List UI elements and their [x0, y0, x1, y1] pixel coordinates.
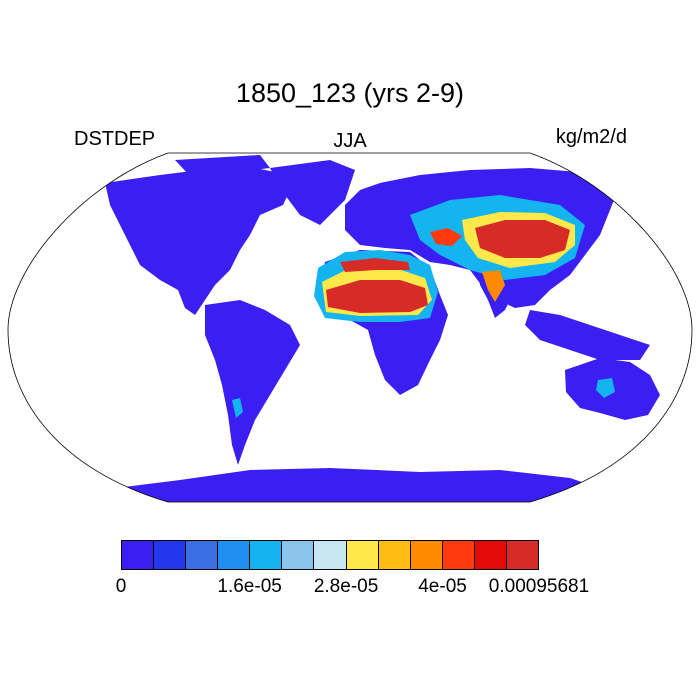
- colorbar-box: [474, 541, 507, 569]
- colorbar-box: [186, 541, 219, 569]
- colorbar-tick-label: 0.00095681: [488, 576, 590, 597]
- colorbar-box: [314, 541, 347, 569]
- patagonia-dust: [232, 398, 243, 418]
- australia-dust: [596, 378, 615, 398]
- colorbar-tick-label: 4e-05: [418, 576, 467, 597]
- map-title: 1850_123 (yrs 2-9): [235, 78, 465, 108]
- gobi-taklamakan-hotspot: [475, 220, 570, 258]
- variable-name: DSTDEP: [74, 128, 156, 150]
- india-dust: [482, 270, 505, 302]
- south-america-landmass: [205, 300, 300, 465]
- colorbar-box: [442, 541, 475, 569]
- map-content: [100, 155, 684, 502]
- colorbar-box: [410, 541, 443, 569]
- colorbar-box: [122, 541, 155, 569]
- north-america-landmass: [105, 165, 290, 315]
- colorbar-box: [154, 541, 187, 569]
- colorbar-box: [250, 541, 283, 569]
- new-zealand-landmass: [660, 404, 684, 438]
- colorbar-box: [282, 541, 315, 569]
- greenland-landmass: [270, 160, 355, 225]
- sahara-hotspot: [326, 280, 428, 313]
- colorbar-box: [506, 541, 539, 569]
- colorbar-box: [218, 541, 251, 569]
- season-label: JJA: [333, 130, 367, 152]
- colorbar-tick-label: 1.6e-05: [217, 576, 282, 597]
- north-africa-coast-hotspot: [340, 258, 410, 272]
- arctic-islands: [175, 155, 270, 176]
- colorbar: [121, 540, 539, 570]
- middle-east-hotspot: [430, 228, 462, 246]
- colorbar-tick-label: 0: [115, 576, 127, 597]
- colorbar-box: [378, 541, 411, 569]
- southeast-asia-islands: [525, 310, 650, 360]
- units-label: kg/m2/d: [555, 126, 627, 148]
- colorbar-tick-label: 2.8e-05: [313, 576, 379, 597]
- colorbar-box: [346, 541, 379, 569]
- globe-outline: [7, 152, 693, 503]
- antarctica-landmass: [100, 468, 620, 502]
